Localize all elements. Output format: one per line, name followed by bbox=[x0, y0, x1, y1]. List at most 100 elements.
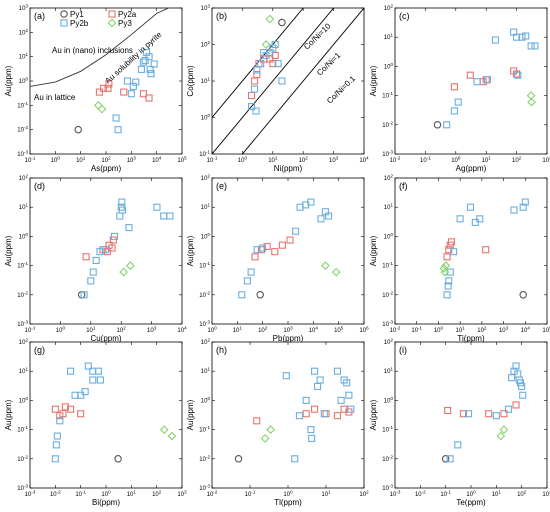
data-point-py2a bbox=[466, 71, 474, 79]
tick-label: 10-1 bbox=[17, 101, 28, 110]
panel-e: 100 101 102 103 104 105 106 10-3 10-2 10-1 100 101 1… bbox=[186, 174, 369, 344]
tick-label: 10-2 bbox=[382, 290, 393, 299]
tick-label: 10-1 bbox=[440, 490, 451, 499]
panel-label: (c) bbox=[399, 11, 410, 21]
data-point-py2a bbox=[271, 248, 279, 256]
data-point-py2b bbox=[471, 218, 479, 227]
data-point-py2a bbox=[286, 236, 294, 244]
data-point-py2a bbox=[82, 253, 90, 261]
data-point-py2b bbox=[492, 412, 500, 420]
panel-label: (e) bbox=[216, 181, 227, 191]
data-point-py2b bbox=[518, 382, 526, 391]
data-point-py2b bbox=[295, 412, 303, 420]
tick-label: 100 bbox=[19, 396, 29, 405]
data-point-py2b bbox=[247, 268, 255, 276]
tick-label: 10-3 bbox=[199, 320, 210, 329]
tick-label: 102 bbox=[101, 156, 111, 165]
panel-f: 10-210-110010110210310410510-310-210-110… bbox=[369, 174, 550, 344]
tick-label: 10-2 bbox=[17, 125, 28, 134]
tick-label: 10-1 bbox=[420, 156, 431, 165]
tick-label: 100 bbox=[384, 232, 394, 241]
tick-label: 10-1 bbox=[199, 261, 210, 270]
x-axis-label: Ti(ppm) bbox=[457, 334, 485, 343]
data-point-py2b bbox=[518, 33, 526, 41]
tick-label: 10-2 bbox=[390, 156, 401, 165]
data-point-py2b bbox=[519, 391, 527, 399]
tick-label: 106 bbox=[359, 326, 369, 335]
data-point-py2a bbox=[99, 84, 108, 92]
data-point-py2b bbox=[531, 42, 539, 50]
tick-label: 10-1 bbox=[25, 326, 36, 335]
data-point-py2a bbox=[253, 417, 261, 425]
tick-label: 100 bbox=[384, 396, 394, 405]
data-point-py3 bbox=[526, 91, 536, 100]
data-point-py2b bbox=[450, 248, 458, 256]
tick-label: 104 bbox=[309, 326, 319, 335]
data-point-py2b bbox=[118, 206, 127, 214]
x-axis-label: Tl(ppm) bbox=[274, 498, 302, 507]
legend-marker-py2a bbox=[108, 10, 116, 18]
tick-label: 101 bbox=[127, 490, 137, 499]
data-point-py3 bbox=[159, 425, 169, 434]
tick-label: 101 bbox=[456, 326, 466, 335]
y-axis-label: Au(ppm) bbox=[4, 65, 13, 96]
tick-label: 103 bbox=[201, 4, 211, 13]
data-point-py2a bbox=[459, 410, 467, 418]
data-point-py2a bbox=[482, 246, 490, 254]
tick-label: 103 bbox=[127, 156, 137, 165]
data-point-py2b bbox=[512, 362, 520, 370]
data-point-py2b bbox=[96, 248, 104, 256]
tick-label: 102 bbox=[152, 490, 162, 499]
tick-label: 101 bbox=[321, 490, 331, 499]
data-point-py2b bbox=[141, 56, 149, 64]
tick-label: 10-3 bbox=[382, 484, 393, 493]
data-point-py2b bbox=[343, 379, 351, 387]
data-point-py2b bbox=[116, 212, 124, 220]
tick-label: 102 bbox=[19, 338, 29, 347]
tick-label: 102 bbox=[258, 326, 268, 335]
panel-g: 10-3 10-2 10-1 100 101 102 103 10-3 10-2 10-1 100 1… bbox=[4, 338, 187, 508]
tick-label: 100 bbox=[19, 77, 29, 86]
data-point-py2a bbox=[444, 406, 452, 415]
data-point-py2a bbox=[105, 80, 113, 88]
tick-label: 100 bbox=[434, 326, 444, 335]
x-axis-label: Ni(ppm) bbox=[274, 164, 303, 173]
tick-label: 105 bbox=[334, 326, 344, 335]
tick-label: 10-2 bbox=[17, 290, 28, 299]
tick-label: 10-3 bbox=[199, 484, 210, 493]
data-point-py2b bbox=[248, 102, 256, 111]
data-point-py2b bbox=[464, 410, 473, 418]
data-point-py2b bbox=[87, 277, 95, 285]
tick-label: 101 bbox=[19, 52, 29, 61]
plot-frame bbox=[29, 177, 183, 325]
tick-label: 101 bbox=[201, 203, 211, 212]
data-point-py1 bbox=[433, 121, 442, 129]
data-point-py2b bbox=[508, 374, 516, 382]
tick-label: 100 bbox=[51, 156, 61, 165]
data-point-py2b bbox=[160, 212, 168, 220]
panel-label: (b) bbox=[216, 11, 227, 21]
data-point-py2b bbox=[308, 434, 316, 442]
legend-label: Py2a bbox=[118, 10, 137, 19]
tick-label: 102 bbox=[201, 174, 211, 183]
tick-label: 102 bbox=[299, 156, 309, 165]
tick-label: 10-3 bbox=[390, 490, 401, 499]
data-point-py2b bbox=[443, 121, 451, 129]
data-point-py2b bbox=[504, 405, 512, 413]
data-point-py3 bbox=[265, 14, 275, 24]
tick-label: 102 bbox=[359, 490, 369, 499]
data-point-py1 bbox=[74, 125, 82, 134]
tick-label: 101 bbox=[19, 367, 29, 376]
data-point-py2a bbox=[51, 405, 59, 413]
data-point-py2b bbox=[67, 367, 75, 375]
tick-label: 100 bbox=[384, 62, 394, 71]
panel-label: (d) bbox=[34, 181, 45, 191]
data-point-py2b bbox=[150, 60, 158, 68]
data-point-py2a bbox=[322, 410, 330, 418]
data-point-py2a bbox=[263, 242, 271, 251]
data-point-py2b bbox=[316, 376, 324, 384]
data-point-py2b bbox=[80, 291, 88, 299]
data-point-py2a bbox=[251, 253, 259, 261]
data-point-py2a bbox=[77, 410, 85, 418]
data-point-py2b bbox=[311, 367, 319, 375]
